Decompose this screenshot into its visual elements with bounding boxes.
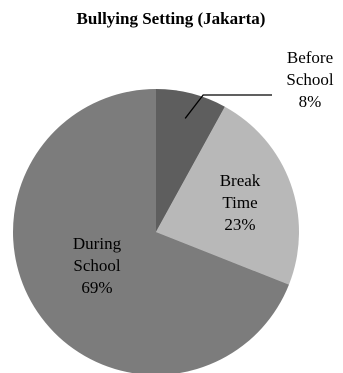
slice-label: Break Time 23%	[220, 171, 261, 234]
slice-value-label: 23%	[224, 215, 255, 234]
leader-line	[184, 94, 272, 119]
pie-labels: Before School 8% Break Time 23% During School 69…	[73, 48, 334, 297]
slice-category-label: Time	[222, 193, 257, 212]
pie-slice-break-time	[156, 106, 299, 285]
slice-value-label: 69%	[81, 278, 112, 297]
slice-value-label: 8%	[299, 92, 322, 111]
pie-slice-during-school	[13, 89, 289, 373]
chart-title: Bullying Setting (Jakarta)	[77, 9, 266, 28]
slice-category-label: School	[73, 256, 121, 275]
slice-label: During School 69%	[73, 234, 122, 297]
slice-label: Before School 8%	[286, 48, 334, 111]
slice-category-label: During	[73, 234, 122, 253]
pie-slices	[13, 89, 299, 373]
slice-category-label: Before	[287, 48, 333, 67]
slice-category-label: School	[286, 70, 334, 89]
pie-slice-before-school	[156, 89, 225, 232]
slice-category-label: Break	[220, 171, 261, 190]
